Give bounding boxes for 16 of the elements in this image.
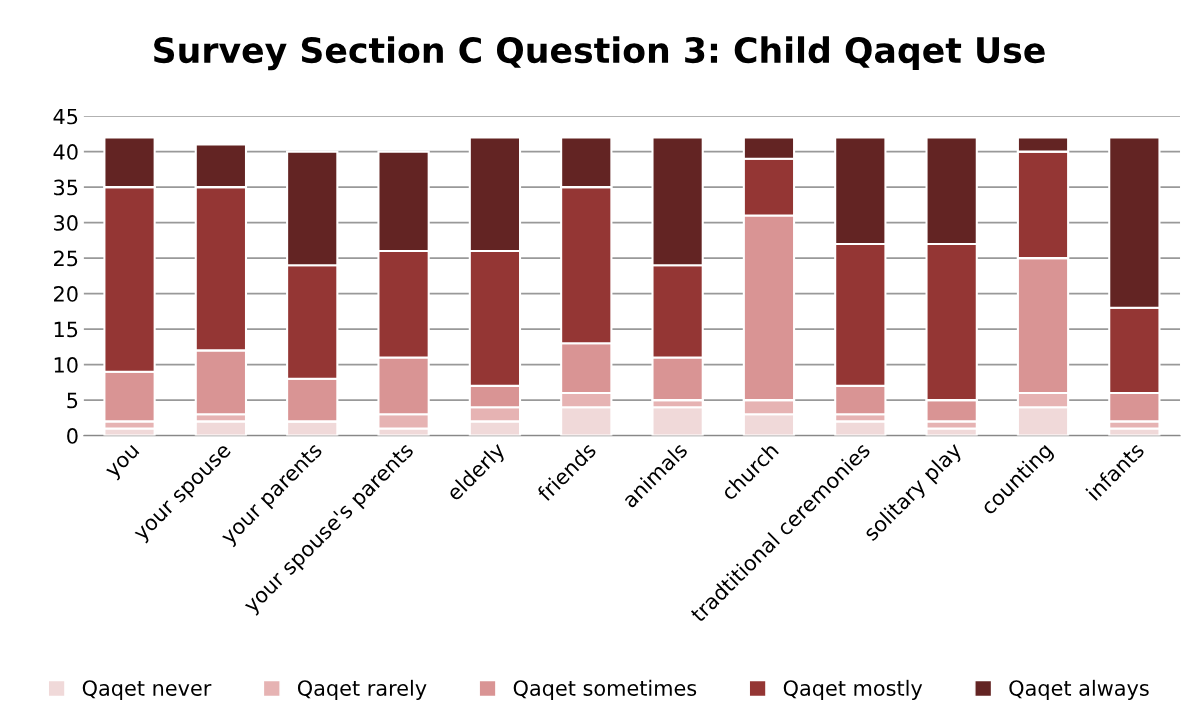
y-tick-label: 35 xyxy=(54,179,78,196)
y-tick-label: 25 xyxy=(54,250,78,267)
legend-label: Qaqet never xyxy=(82,680,212,700)
y-tick-label: 15 xyxy=(54,321,78,338)
y-tick-label: 45 xyxy=(53,108,78,125)
y-tick-label: 0 xyxy=(67,428,78,444)
legend-label: Qaqet mostly xyxy=(783,679,923,700)
legend-label: Qaqet rarely xyxy=(297,679,427,700)
y-tick-label: 30 xyxy=(54,215,78,231)
y-tick-label: 10 xyxy=(54,357,78,373)
legend-label: Qaqet sometimes xyxy=(513,679,697,700)
y-tick-label: 5 xyxy=(67,392,78,409)
y-tick-label: 40 xyxy=(53,144,78,160)
y-tick-label: 20 xyxy=(54,286,78,302)
legend-label: Qaqet always xyxy=(1009,679,1149,700)
chart-title: Survey Section C Question 3: Child Qaqet Use xyxy=(154,36,1045,71)
